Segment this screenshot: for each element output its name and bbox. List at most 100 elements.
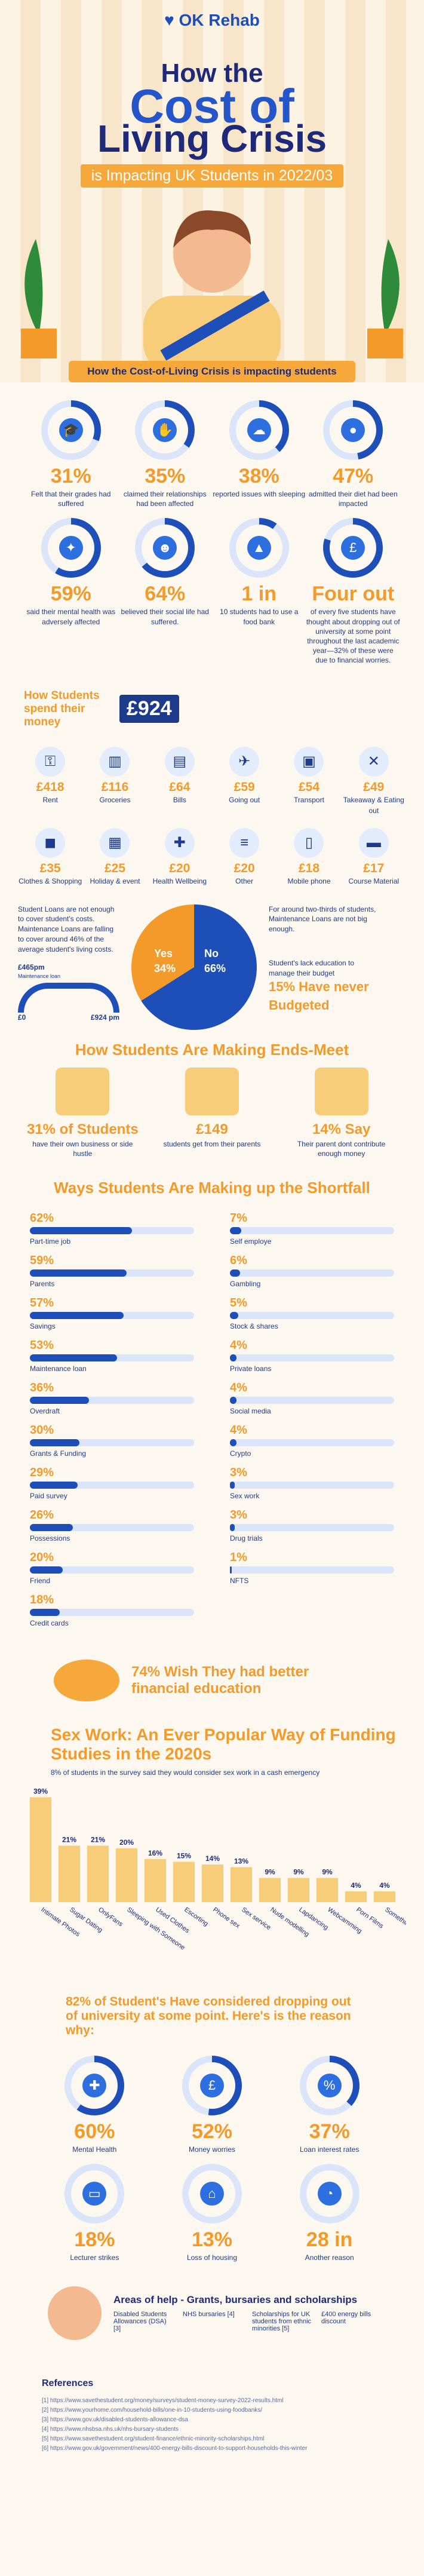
progress-ring: ◔	[299, 2164, 360, 2224]
category-label: Something else	[383, 1906, 406, 1938]
ends-value: 31% of Students	[26, 1121, 139, 1137]
plane-icon: ✈	[229, 746, 260, 777]
shortfall-track	[30, 1354, 194, 1361]
chart-bar	[30, 1797, 51, 1902]
spend-item: ✕ £49 Takeaway & Eating out	[342, 746, 406, 816]
impact-text: of every five students have thought abou…	[306, 608, 400, 665]
book-icon: ▬	[358, 827, 389, 858]
shortfall-label: Friend	[30, 1576, 51, 1585]
reference-link[interactable]: [5] https://www.savethestudent.org/stude…	[42, 2435, 265, 2442]
shortfall-fill	[230, 1269, 240, 1277]
chart-bar	[173, 1862, 195, 1902]
progress-ring: ☁	[229, 400, 289, 460]
shortfall-fill	[30, 1608, 60, 1616]
dropout-item: ✚ 60% Mental Health	[36, 2055, 153, 2154]
spend-value: £20	[169, 861, 191, 875]
impact-text: claimed their relationships had been aff…	[123, 490, 207, 508]
shortfall-pct: 20%	[30, 1550, 54, 1564]
spend-label: Rent	[42, 795, 58, 804]
wish-section: 74% Wish They had better financial educa…	[0, 1642, 424, 1719]
ends-text: Their parent dont contribute enough mone…	[297, 1139, 386, 1158]
reference-link[interactable]: [4] https://www.nhsbsa.nhs.uk/nhs-bursar…	[42, 2425, 179, 2433]
shortfall-track	[230, 1396, 394, 1404]
chart-bar	[259, 1878, 281, 1902]
reference-link[interactable]: [6] https://www.gov.uk/government/news/4…	[42, 2445, 308, 2452]
plant-right-icon	[367, 239, 403, 358]
shortfall-pct: 1%	[230, 1550, 247, 1564]
impact-stat: ✋ 35% claimed their relationships had been…	[118, 400, 213, 508]
progress-ring: 🎓	[41, 400, 101, 460]
basket-icon: ▥	[100, 746, 130, 777]
shortfall-row: 3% Sex work	[230, 1466, 394, 1501]
spend-value: £25	[104, 861, 126, 875]
shortfall-pct: 5%	[230, 1296, 247, 1310]
help-item[interactable]: Disabled Students Allowances (DSA) [3]	[113, 2311, 167, 2333]
bar-value-label: 9%	[322, 1867, 333, 1876]
shortfall-label: Self employe	[230, 1237, 272, 1246]
key-icon: ⚿	[35, 746, 66, 777]
shortfall-pct: 6%	[230, 1253, 247, 1267]
impact-stat: ● 47% admitted their diet had been impacte…	[306, 400, 401, 508]
spend-value: £35	[39, 861, 61, 875]
progress-ring: ●	[323, 400, 383, 460]
gauge-min: £0	[18, 1013, 26, 1022]
help-item[interactable]: Scholarships for UK students from ethnic…	[252, 2311, 312, 2333]
help-item[interactable]: £400 energy bills discount	[321, 2311, 371, 2326]
heart-icon: ♥	[164, 11, 174, 29]
chart-bar	[231, 1867, 252, 1902]
dropout-value: 52%	[191, 2120, 233, 2143]
shortfall-row: 30% Grants & Funding	[30, 1424, 194, 1459]
shortfall-row: 29% Paid survey	[30, 1466, 194, 1501]
spend-value: £64	[169, 780, 191, 794]
reference-link[interactable]: [3] https://www.gov.uk/disabled-students…	[42, 2416, 188, 2423]
impact-text: believed their social life had suffered.	[121, 608, 209, 626]
dropout-value: 60%	[74, 2120, 115, 2143]
shortfall-row: 36% Overdraft	[30, 1381, 194, 1416]
shortfall-label: Credit cards	[30, 1618, 69, 1627]
dropout-label: Another reason	[305, 2253, 354, 2262]
impact-value: 38%	[238, 465, 279, 487]
subtitle: is Impacting UK Students in 2022/03	[81, 164, 343, 188]
shortfall-fill	[230, 1396, 236, 1404]
coin-stack-icon	[54, 1659, 119, 1701]
shortfall-row: 5% Stock & shares	[230, 1296, 394, 1332]
shortfall-label: Maintenance loan	[30, 1364, 87, 1373]
spend-label: Groceries	[99, 795, 131, 804]
dropout-value: 28 in	[306, 2228, 353, 2252]
phone-icon: ▯	[294, 827, 324, 858]
reference-link[interactable]: [1] https://www.savethestudent.org/money…	[42, 2397, 284, 2404]
shortfall-label: Crypto	[230, 1449, 251, 1458]
bar-value-label: 4%	[379, 1881, 390, 1890]
head-icon: ✚	[82, 2073, 107, 2097]
ends-text: have their own business or side hustle	[32, 1139, 133, 1158]
pizza-icon: ▲	[247, 536, 271, 560]
progress-ring: ✚	[64, 2055, 125, 2115]
impact-text: reported issues with sleeping	[213, 490, 306, 498]
shortfall-pct: 7%	[230, 1211, 247, 1225]
bar-value-label: 4%	[351, 1881, 361, 1890]
impact-value: Four out	[312, 582, 395, 606]
shortfall-row: 57% Savings	[30, 1296, 194, 1332]
shortfall-label: NFTS	[230, 1576, 249, 1585]
references-list: [1] https://www.savethestudent.org/money…	[42, 2396, 382, 2454]
shortfall-track	[30, 1439, 194, 1446]
dropout-label: Lecturer strikes	[70, 2253, 119, 2262]
brand-logo[interactable]: ♥ OK Rehab	[0, 11, 424, 30]
spend-label: Other	[235, 876, 254, 885]
shortfall-fill	[30, 1566, 63, 1574]
shortfall-row: 7% Self employe	[230, 1212, 394, 1247]
bar-value-label: 9%	[265, 1867, 275, 1876]
shortfall-track	[30, 1608, 194, 1616]
shortfall-track	[230, 1481, 394, 1489]
ends-illustration	[185, 1067, 239, 1115]
shortfall-pct: 18%	[30, 1593, 54, 1606]
progress-ring: £	[323, 518, 383, 578]
loans-right-text: For around two-thirds of students, Maint…	[269, 904, 376, 934]
shortfall-row: 3% Drug trials	[230, 1508, 394, 1544]
shortfall-track	[230, 1311, 394, 1319]
reference-link[interactable]: [2] https://www.yourhome.com/household-b…	[42, 2406, 263, 2414]
title-line3: Living Crisis	[97, 117, 327, 160]
impact-stat: £ Four out of every five students have tho…	[306, 518, 401, 665]
shortfall-label: Parents	[30, 1279, 55, 1288]
help-item[interactable]: NHS bursaries [4]	[183, 2311, 235, 2319]
